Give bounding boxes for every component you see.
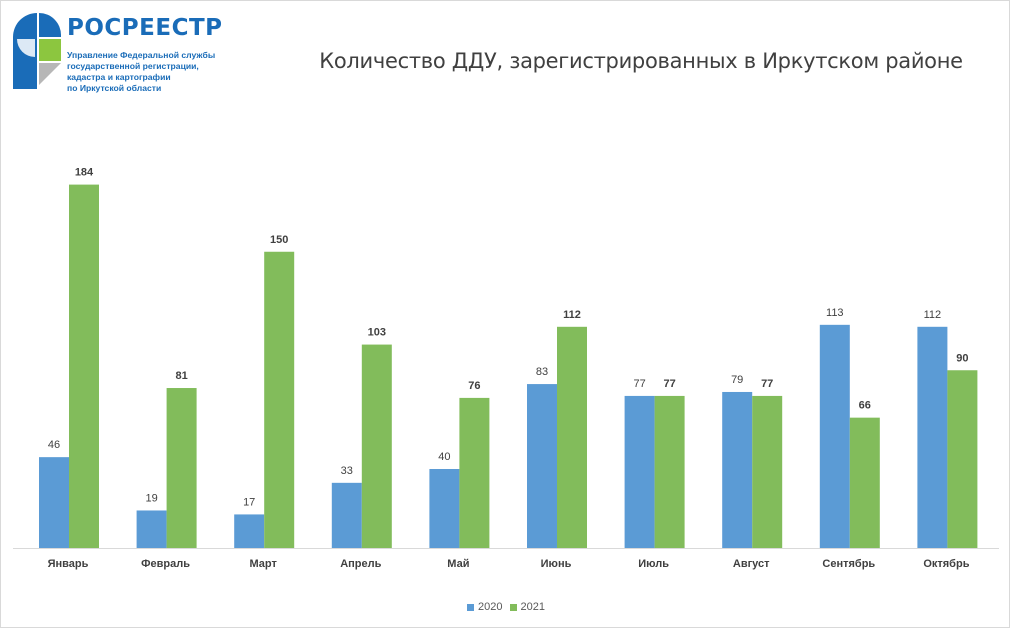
brand-subtitle-line: Управление Федеральной службы [67,50,216,60]
data-label-2021: 150 [270,234,288,246]
data-label-2020: 83 [536,366,548,378]
legend-item-2021: 2021 [509,601,546,613]
bar-2021 [361,344,392,548]
x-tick-label: Апрель [340,558,381,570]
brand-name: РОСРЕЕСТР [67,15,223,41]
chart-title: Количество ДДУ, зарегистрированных в Ирк… [319,49,963,73]
data-label-2021: 112 [563,309,581,321]
bar-2021 [849,417,880,548]
data-label-2020: 33 [341,465,353,477]
data-label-2020: 17 [243,496,255,508]
data-label-2021: 77 [761,378,773,390]
x-tick-label: Август [733,558,770,570]
x-tick-label: Октябрь [923,558,969,570]
rosreestr-emblem-icon [13,13,61,89]
x-tick-label: Февраль [141,558,190,570]
legend-item-2020: 2020 [466,601,503,613]
bar-2021 [459,397,490,548]
x-tick-label: Июнь [541,558,572,570]
data-label-2020: 113 [826,307,844,319]
bar-2020 [136,510,167,548]
bar-2020 [527,384,557,548]
bar-2020 [234,514,265,548]
legend-swatch-2020 [466,603,474,611]
rosreestr-logo: РОСРЕЕСТР Управление Федеральной службы … [13,13,222,103]
chart-legend: 2020 2021 [1,601,1010,614]
x-tick-label: Сентябрь [822,558,875,570]
legend-label-2020: 2020 [477,601,503,613]
data-label-2021: 77 [663,378,675,390]
bar-2020 [917,326,948,548]
brand-subtitle-line: по Иркутской области [67,83,162,93]
brand-subtitle: Управление Федеральной службы государств… [67,50,217,94]
x-tick-label: Июль [638,558,669,570]
bar-2021 [264,251,295,548]
bar-2021 [654,395,685,548]
bar-2021 [752,395,783,548]
bar-2020 [331,482,362,548]
bar-2020 [429,469,460,548]
data-label-2020: 46 [48,439,60,451]
data-label-2020: 40 [438,451,450,463]
data-label-2021: 66 [859,400,871,412]
x-tick-label: Январь [48,558,89,570]
data-label-2021: 103 [368,327,386,339]
x-tick-label: Май [447,558,469,570]
data-label-2020: 112 [924,309,942,321]
data-label-2020: 79 [731,374,743,386]
bar-2020 [624,395,655,548]
legend-swatch-2021 [509,603,517,611]
bar-2021 [166,388,197,548]
data-label-2020: 19 [145,492,157,504]
x-tick-label: Март [250,558,278,570]
data-label-2021: 81 [175,370,187,382]
data-label-2020: 77 [633,378,645,390]
bar-2021 [69,184,99,548]
bar-2020 [819,324,850,548]
legend-label-2021: 2021 [520,601,546,613]
bar-2021 [557,326,587,548]
data-label-2021: 184 [75,167,94,179]
bar-2020 [722,391,753,548]
data-label-2021: 90 [956,352,968,364]
bar-2020 [39,457,69,548]
data-label-2021: 76 [468,380,480,392]
bar-2021 [947,370,978,548]
brand-subtitle-line: государственной регистрации, [67,61,199,71]
brand-subtitle-line: кадастра и картографии [67,72,171,82]
